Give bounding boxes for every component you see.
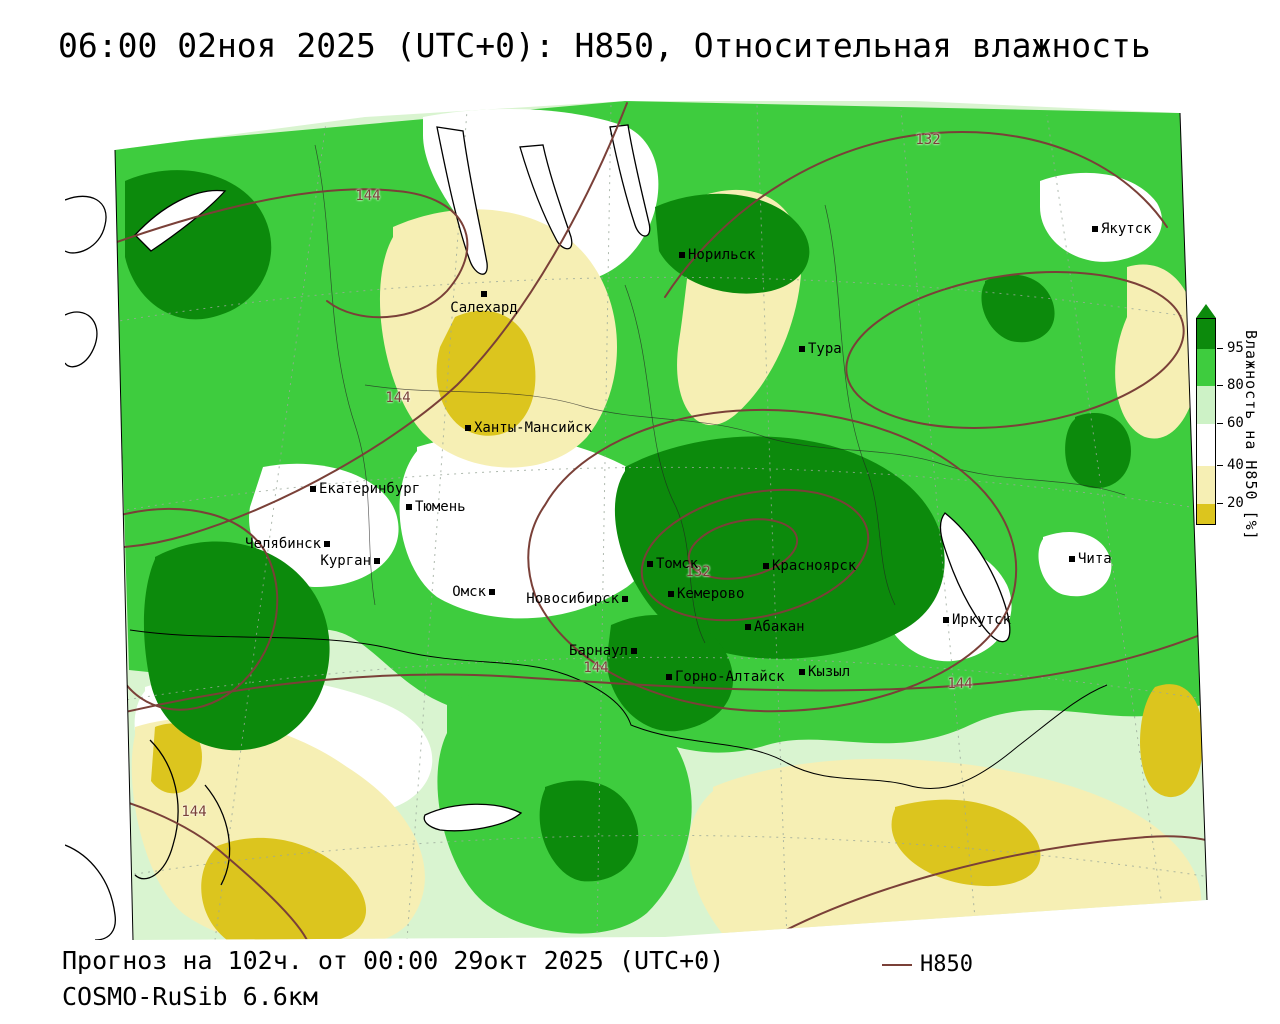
domain-edge: [114, 112, 1208, 940]
colorbar-tick: [1217, 385, 1223, 386]
forecast-text: Прогноз на 102ч. от 00:00 29окт 2025 (UT…: [62, 946, 725, 975]
colorbar-segment: [1197, 466, 1215, 504]
region-borders: [129, 144, 1126, 789]
colorbar-segment: [1197, 424, 1215, 466]
map-canvas: [65, 101, 1208, 940]
colorbar-tick: [1217, 465, 1223, 466]
legend-h850: H850: [882, 952, 973, 977]
colorbar: 95 80 60 40 20: [1196, 304, 1266, 525]
colorbar-segment: [1197, 386, 1215, 424]
weather-map: 132 144 144 132 144 144 144 Норильск Салехард Ту…: [65, 85, 1210, 940]
colorbar-tick-label: 60: [1227, 415, 1244, 431]
colorbar-tick-label: 40: [1227, 457, 1244, 473]
colorbar-segments: [1196, 318, 1216, 525]
coastlines: [134, 124, 1011, 886]
graticule: [115, 102, 1207, 940]
h850-contours: [115, 102, 1207, 940]
colorbar-tick: [1217, 348, 1223, 349]
colorbar-tick-label: 20: [1227, 495, 1244, 511]
colorbar-segment: [1197, 319, 1215, 349]
colorbar-tick: [1217, 423, 1223, 424]
colorbar-segment: [1197, 504, 1215, 524]
outer-coastlines: [65, 195, 116, 940]
page-title: 06:00 02ноя 2025 (UTC+0): H850, Относите…: [58, 26, 1151, 65]
colorbar-tick-label: 80: [1227, 377, 1244, 393]
colorbar-tick-label: 95: [1227, 340, 1244, 356]
colorbar-segment: [1197, 349, 1215, 386]
legend-line-icon: [882, 963, 912, 966]
colorbar-axis-label: Влажность на H850 [%]: [1242, 330, 1260, 541]
legend-label: H850: [920, 952, 973, 977]
colorbar-tick: [1217, 503, 1223, 504]
colorbar-arrow: [1196, 304, 1216, 318]
model-text: COSMO-RuSib 6.6км: [62, 982, 318, 1011]
